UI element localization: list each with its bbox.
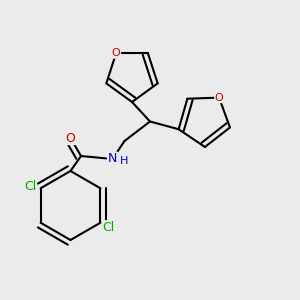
- Text: Cl: Cl: [24, 180, 36, 193]
- Text: O: O: [215, 93, 224, 103]
- Text: O: O: [112, 48, 121, 58]
- Text: N: N: [108, 152, 117, 166]
- Text: Cl: Cl: [103, 221, 115, 234]
- Text: O: O: [66, 131, 75, 145]
- Text: H: H: [120, 156, 128, 167]
